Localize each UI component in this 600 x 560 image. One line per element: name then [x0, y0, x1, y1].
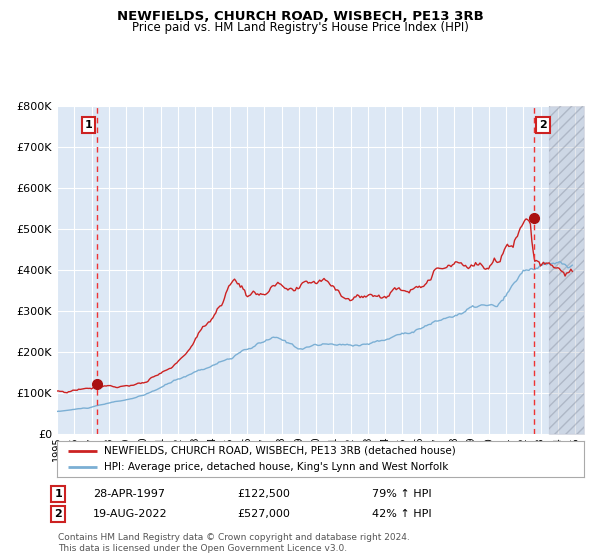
Text: Price paid vs. HM Land Registry's House Price Index (HPI): Price paid vs. HM Land Registry's House …	[131, 21, 469, 34]
Text: 42% ↑ HPI: 42% ↑ HPI	[372, 509, 431, 519]
Text: Contains HM Land Registry data © Crown copyright and database right 2024.
This d: Contains HM Land Registry data © Crown c…	[58, 534, 410, 553]
Text: 79% ↑ HPI: 79% ↑ HPI	[372, 489, 431, 499]
Text: £122,500: £122,500	[237, 489, 290, 499]
Text: NEWFIELDS, CHURCH ROAD, WISBECH, PE13 3RB: NEWFIELDS, CHURCH ROAD, WISBECH, PE13 3R…	[116, 10, 484, 23]
Text: NEWFIELDS, CHURCH ROAD, WISBECH, PE13 3RB (detached house): NEWFIELDS, CHURCH ROAD, WISBECH, PE13 3R…	[104, 446, 456, 455]
Text: 2: 2	[55, 509, 62, 519]
Text: 1: 1	[55, 489, 62, 499]
Text: 2: 2	[539, 120, 547, 130]
Text: 28-APR-1997: 28-APR-1997	[93, 489, 165, 499]
Text: HPI: Average price, detached house, King's Lynn and West Norfolk: HPI: Average price, detached house, King…	[104, 463, 449, 472]
Text: 19-AUG-2022: 19-AUG-2022	[93, 509, 167, 519]
Text: £527,000: £527,000	[237, 509, 290, 519]
Text: 1: 1	[85, 120, 92, 130]
